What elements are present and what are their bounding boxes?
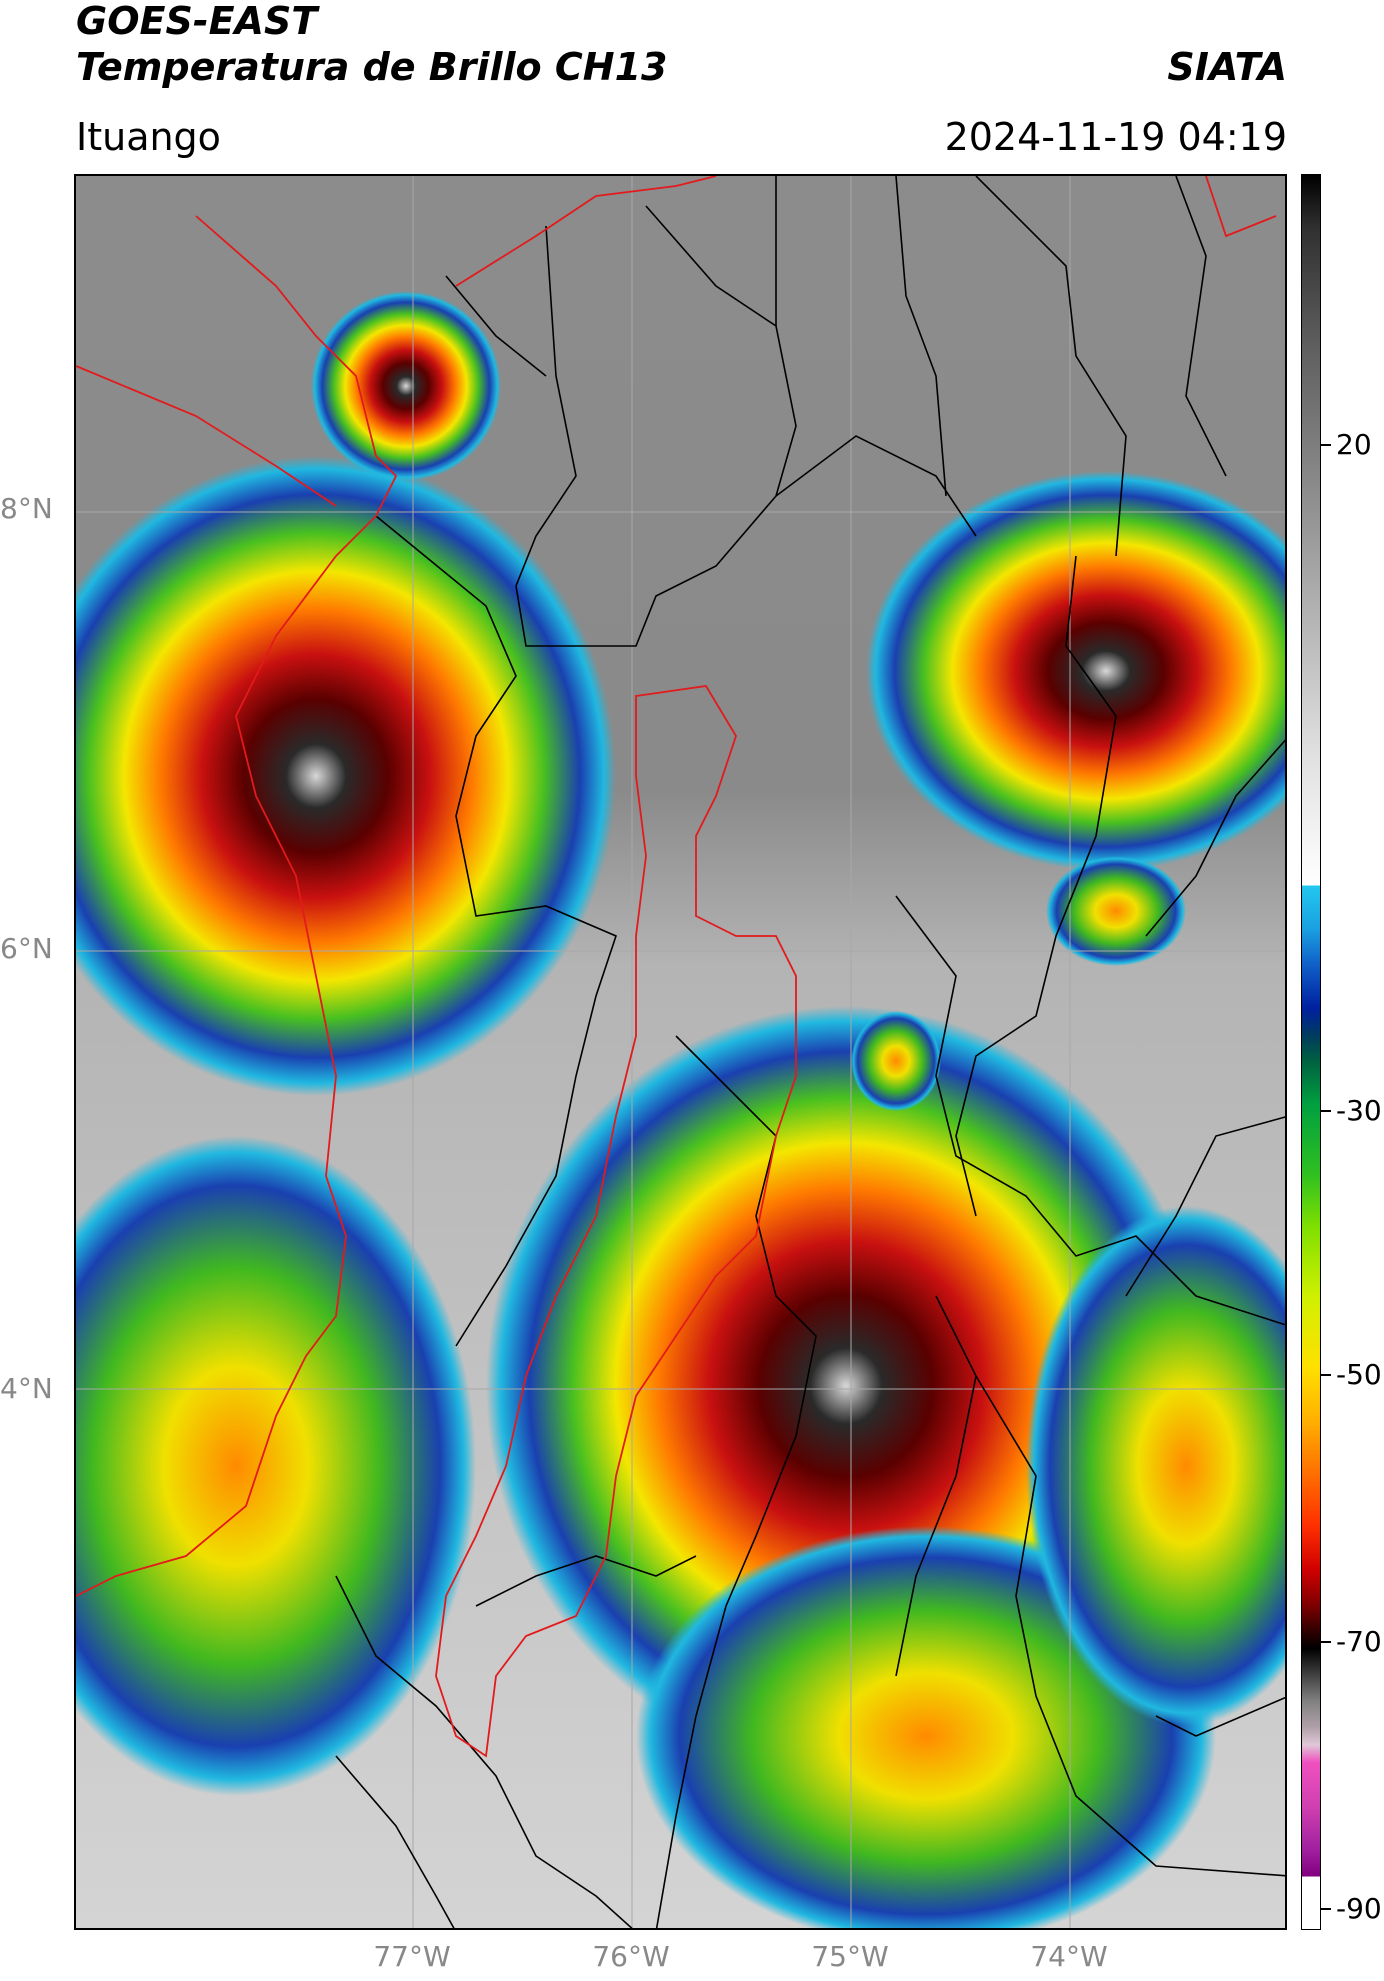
storm-cell-northeast (866, 471, 1285, 871)
colorbar-label-m70: -70 (1336, 1625, 1382, 1658)
lon-label-74w: 74°W (1030, 1940, 1108, 1973)
colorbar-tick-m70 (1321, 1641, 1331, 1643)
colorbar-label-20: 20 (1336, 428, 1372, 461)
storm-cell-southwest (76, 1136, 476, 1796)
colorbar-label-m50: -50 (1336, 1358, 1382, 1391)
agency-label: SIATA (1167, 45, 1287, 89)
storm-cell-north (311, 291, 501, 481)
satellite-map (74, 174, 1287, 1930)
admin-borders (335, 176, 1285, 1928)
basin-outline (76, 176, 1277, 1758)
storm-cell-small (1046, 856, 1186, 966)
lon-label-75w: 75°W (811, 1940, 889, 1973)
colorbar-tick-m30 (1321, 1110, 1331, 1112)
basin-polygon (435, 685, 797, 1758)
location-label: Ituango (76, 115, 221, 159)
lon-label-77w: 77°W (373, 1940, 451, 1973)
storm-cell-east (1026, 1206, 1285, 1726)
lat-label-6n: 6°N (0, 932, 53, 965)
colorbar (1301, 174, 1321, 1930)
colorbar-label-m30: -30 (1336, 1094, 1382, 1127)
storm-cell-west (76, 456, 616, 1096)
colorbar-label-m90: -90 (1336, 1892, 1382, 1925)
colorbar-tick-m90 (1321, 1908, 1331, 1910)
lat-label-4n: 4°N (0, 1372, 53, 1405)
storm-cell-small-2 (851, 1011, 941, 1111)
colorbar-tick-20 (1321, 444, 1331, 446)
title-line-2: Temperatura de Brillo CH13 (76, 45, 668, 89)
lon-label-76w: 76°W (592, 1940, 670, 1973)
title-line-1: GOES-EAST (76, 0, 318, 43)
map-svg (76, 176, 1285, 1928)
colorbar-tick-m50 (1321, 1374, 1331, 1376)
datetime-label: 2024-11-19 04:19 (944, 115, 1287, 159)
lat-label-8n: 8°N (0, 492, 53, 525)
